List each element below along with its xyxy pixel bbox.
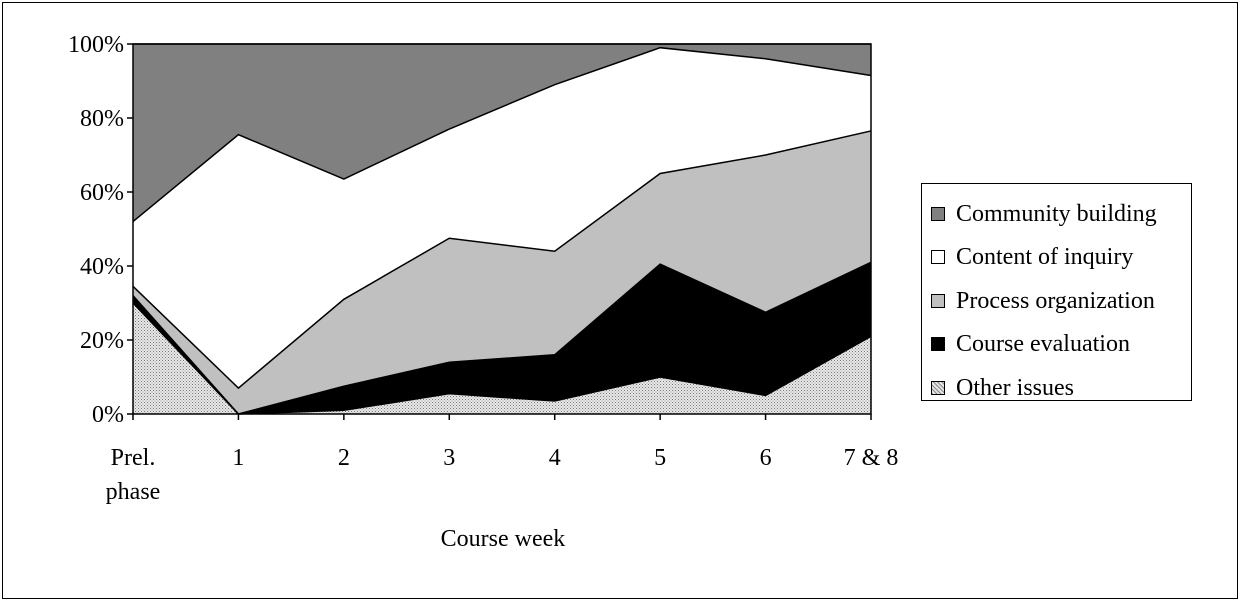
legend-swatch (931, 380, 945, 395)
boundary-line-course-evaluation (132, 261, 872, 415)
y-tick-label: 80% (80, 106, 124, 132)
area-content-of-inquiry (133, 47, 871, 389)
legend-item-community-building: Community building (922, 192, 1191, 236)
area-community-building (133, 44, 871, 222)
x-tick-label: 2 (338, 445, 350, 471)
axes-layer: 0% 20% 40% 60% 80% 100% Prel. phase 1 2 3 4 5 6 7 & 8 (68, 32, 898, 505)
x-tick-label: 4 (549, 445, 561, 471)
legend: Community building Content of inquiry Proc… (921, 183, 1192, 401)
x-tick-label: 6 (760, 445, 772, 471)
legend-swatch (931, 206, 945, 221)
legend-item-other-issues: Other issues (922, 366, 1191, 410)
legend-item-course-evaluation: Course evaluation (922, 323, 1191, 367)
legend-swatch (931, 293, 945, 308)
legend-label: Course evaluation (956, 331, 1130, 358)
x-tick-label: Prel. phase (106, 445, 161, 505)
x-tick-label: 5 (654, 445, 666, 471)
legend-item-process-organization: Process organization (922, 279, 1191, 323)
legend-label: Other issues (956, 374, 1074, 401)
legend-item-content-of-inquiry: Content of inquiry (922, 236, 1191, 280)
legend-swatch (931, 337, 945, 352)
y-tick-label: 40% (80, 254, 124, 280)
boundary-line-process-organization (132, 130, 872, 390)
area-other-issues (133, 303, 871, 414)
legend-label: Community building (956, 200, 1157, 227)
legend-swatch (931, 250, 945, 265)
y-tick-label: 100% (68, 32, 124, 58)
y-tick-label: 0% (92, 402, 124, 428)
y-tick-label: 60% (80, 180, 124, 206)
plot-border (132, 43, 872, 415)
x-tick-label: 7 & 8 (844, 445, 899, 471)
x-tick-label: 3 (443, 445, 455, 471)
y-tick-label: 20% (80, 328, 124, 354)
legend-label: Content of inquiry (956, 244, 1134, 271)
area-course-evaluation (133, 262, 871, 414)
area-process-organization (133, 130, 871, 414)
x-axis-title: Course week (441, 526, 566, 552)
x-tick-label: 1 (232, 445, 244, 471)
boundary-line-content-of-inquiry (132, 46, 872, 223)
area-series-layer (132, 43, 872, 415)
legend-label: Process organization (956, 287, 1155, 314)
